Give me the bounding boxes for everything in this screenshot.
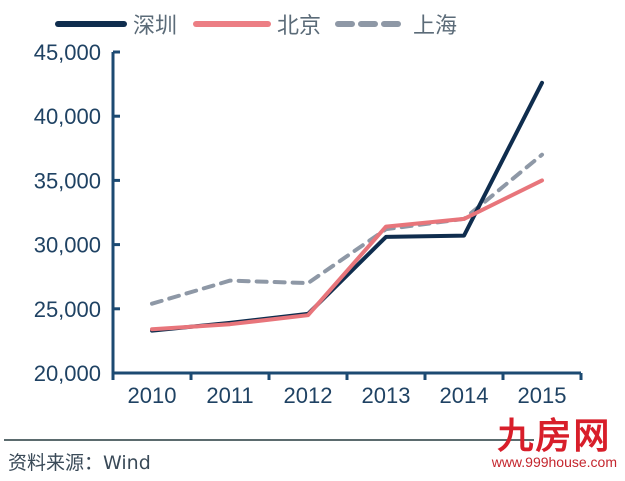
y-tick-label: 35,000: [34, 168, 101, 193]
legend-label: 北京: [277, 14, 322, 39]
x-tick-label: 2010: [128, 383, 177, 408]
x-tick-label: 2015: [518, 383, 567, 408]
watermark-logo: 九房网: [497, 415, 612, 457]
x-tick-label: 2013: [362, 383, 411, 408]
legend-line-solid-navy-icon: [55, 21, 127, 27]
x-tick-label: 2012: [284, 383, 333, 408]
series-line-深圳: [150, 80, 544, 333]
legend-line-dashed-gray-icon: [335, 21, 407, 27]
y-tick-label: 40,000: [34, 104, 101, 129]
watermark-url: www.999house.com: [491, 454, 617, 470]
y-tick-label: 20,000: [34, 361, 101, 386]
legend-item-shanghai: 上海: [335, 8, 457, 40]
y-axis: 20,000 25,000 30,000 35,000 40,000 45,000: [34, 40, 120, 386]
source-note: 资料来源：Wind: [8, 452, 151, 474]
y-tick-label: 30,000: [34, 233, 101, 258]
x-tick-label: 2014: [440, 383, 489, 408]
y-tick-label: 45,000: [34, 40, 101, 65]
divider: [4, 439, 534, 441]
legend-item-shenzhen: 深圳: [55, 8, 177, 40]
watermark: 九房网 www.999house.com: [492, 418, 617, 470]
x-axis: 2010 2011 2012 2013 2014 2015: [111, 371, 583, 408]
legend-line-solid-pink-icon: [193, 21, 271, 27]
series-line-北京: [150, 178, 544, 332]
x-tick-label: 2011: [206, 383, 253, 408]
legend-item-beijing: 北京: [193, 8, 321, 40]
legend-label: 上海: [413, 14, 458, 39]
series-lines: [150, 80, 544, 333]
legend-label: 深圳: [133, 14, 178, 39]
series-line-上海: [150, 152, 544, 306]
legend: 深圳 北京 上海: [0, 4, 625, 40]
y-tick-label: 25,000: [34, 297, 101, 322]
